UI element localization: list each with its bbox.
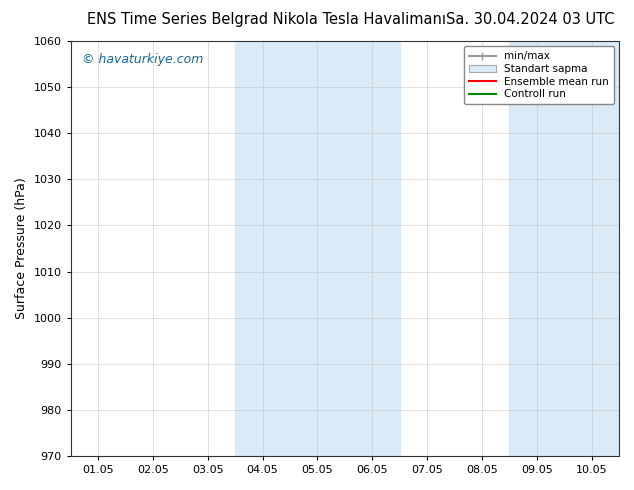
Y-axis label: Surface Pressure (hPa): Surface Pressure (hPa) xyxy=(15,178,28,319)
Bar xyxy=(509,41,619,456)
Bar xyxy=(235,41,399,456)
Legend: min/max, Standart sapma, Ensemble mean run, Controll run: min/max, Standart sapma, Ensemble mean r… xyxy=(464,46,614,104)
Text: Sa. 30.04.2024 03 UTC: Sa. 30.04.2024 03 UTC xyxy=(446,12,615,27)
Text: © havaturkiye.com: © havaturkiye.com xyxy=(82,53,203,67)
Text: ENS Time Series Belgrad Nikola Tesla Havalimanı: ENS Time Series Belgrad Nikola Tesla Hav… xyxy=(87,12,446,27)
